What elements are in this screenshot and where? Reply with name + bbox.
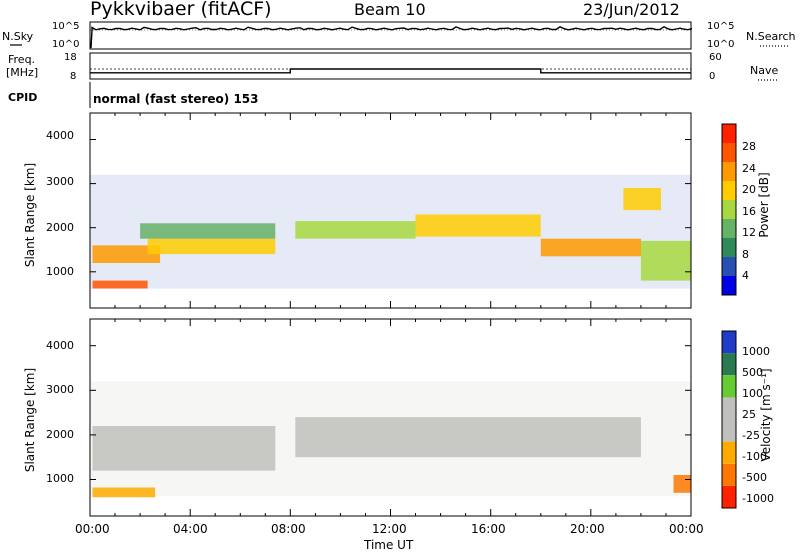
power-band-8	[640, 240, 691, 281]
xtick-2000: 20:00	[570, 522, 605, 536]
vel-cbar-tick-500: 500	[742, 366, 763, 379]
freq-label-1: Freq.	[8, 53, 36, 66]
power-cbar-tick-28: 28	[742, 140, 756, 153]
power-colorbar-frame	[721, 123, 737, 296]
noise-trace	[90, 25, 693, 49]
beam-title: Beam 10	[354, 0, 426, 19]
power-ytick-4000: 4000	[46, 129, 74, 142]
power-cbar-tick-12: 12	[742, 226, 756, 239]
power-band-1	[92, 280, 148, 289]
velocity-band-0	[92, 487, 156, 498]
vel-ylabel: Slant Range [km]	[23, 368, 37, 472]
velocity-colorbar-swatch-6	[722, 353, 736, 376]
freq-left-tick-top: 18	[64, 52, 77, 63]
nsearch-label: N.Search	[746, 30, 796, 43]
xtick-1200: 12:00	[372, 522, 407, 536]
freq-trace	[90, 68, 691, 74]
noise-left-tick-top: 10^5	[52, 21, 80, 32]
velocity-colorbar-swatch-7	[722, 331, 736, 354]
power-band-2	[147, 238, 276, 255]
power-band-3	[140, 223, 276, 239]
velocity-colorbar-frame	[721, 330, 737, 509]
velocity-colorbar-swatch-5	[722, 375, 736, 398]
nsky-label: N.Sky	[2, 30, 34, 43]
noise-left-tick-bottom: 10^0	[52, 39, 80, 50]
power-band-5	[415, 214, 541, 237]
xtick-0000-end: 00:00	[669, 522, 704, 536]
vel-cbar-tick-1000: 1000	[742, 345, 770, 358]
vel-cbar-tick-100: 100	[742, 387, 763, 400]
power-ytick-2000: 2000	[46, 221, 74, 234]
cpid-label: CPID	[8, 91, 38, 104]
power-cbar-tick-16: 16	[742, 205, 756, 218]
power-cbar-label: Power [dB]	[757, 172, 771, 237]
freq-label-2: [MHz]	[6, 66, 39, 79]
velocity-colorbar-swatch-1	[722, 463, 736, 486]
vel-cbar-tick-m500: -500	[742, 471, 767, 484]
velocity-colorbar-swatch-0	[722, 485, 736, 508]
power-colorbar-swatch-1	[722, 257, 736, 276]
noise-right-tick-top: 10^5	[707, 21, 735, 32]
power-colorbar-swatch-8	[722, 124, 736, 143]
date-title: 23/Jun/2012	[583, 0, 680, 19]
freq-left-tick-bottom: 8	[70, 71, 77, 82]
power-colorbar-swatch-2	[722, 238, 736, 257]
nave-label: Nave	[750, 64, 779, 77]
vel-cbar-tick-m100: -100	[742, 450, 767, 463]
vel-ytick-1000: 1000	[46, 472, 74, 485]
power-band-6	[540, 238, 641, 257]
vel-cbar-tick-m25: -25	[742, 429, 760, 442]
vel-ytick-3000: 3000	[46, 383, 74, 396]
power-colorbar-swatch-4	[722, 200, 736, 219]
velocity-colorbar-swatch-4	[722, 397, 736, 420]
vel-ytick-4000: 4000	[46, 339, 74, 352]
noise-right-tick-bottom: 10^0	[707, 39, 735, 50]
freq-right-tick-bottom: 0	[709, 71, 716, 82]
velocity-colorbar-swatch-3	[722, 419, 736, 442]
velocity-band-3	[673, 475, 691, 493]
noise-panel-frame	[89, 21, 692, 50]
power-band-4	[295, 221, 416, 239]
velocity-band-2	[295, 417, 641, 458]
power-cbar-tick-8: 8	[742, 248, 749, 261]
freq-panel-frame	[89, 52, 692, 80]
power-ytick-3000: 3000	[46, 175, 74, 188]
xtick-0000: 00:00	[75, 522, 110, 536]
velocity-band-1	[92, 426, 276, 471]
xtick-0800: 08:00	[271, 522, 306, 536]
power-colorbar-swatch-6	[722, 162, 736, 181]
cpid-value: normal (fast stereo) 153	[93, 92, 259, 106]
xtick-1600: 16:00	[471, 522, 506, 536]
power-colorbar-swatch-3	[722, 219, 736, 238]
power-band-0	[92, 245, 161, 263]
power-colorbar-swatch-7	[722, 143, 736, 162]
station-title: Pykkvibaer (fitACF)	[90, 0, 272, 20]
power-colorbar-swatch-5	[722, 181, 736, 200]
vel-ytick-2000: 2000	[46, 428, 74, 441]
vel-cbar-tick-m1000: -1000	[742, 492, 774, 505]
freq-right-tick-top: 60	[709, 52, 722, 63]
power-ylabel: Slant Range [km]	[23, 163, 37, 267]
power-ytick-1000: 1000	[46, 265, 74, 278]
xtick-0400: 04:00	[173, 522, 208, 536]
velocity-colorbar-swatch-2	[722, 441, 736, 464]
power-cbar-tick-4: 4	[742, 269, 749, 282]
power-cbar-tick-20: 20	[742, 183, 756, 196]
x-axis-label: Time UT	[364, 538, 414, 552]
power-colorbar-swatch-0	[722, 276, 736, 295]
vel-cbar-label: Velocity [m s⁻¹]	[759, 368, 773, 461]
vel-cbar-tick-25: 25	[742, 408, 756, 421]
power-cbar-tick-24: 24	[742, 162, 756, 175]
power-band-7	[623, 188, 661, 211]
